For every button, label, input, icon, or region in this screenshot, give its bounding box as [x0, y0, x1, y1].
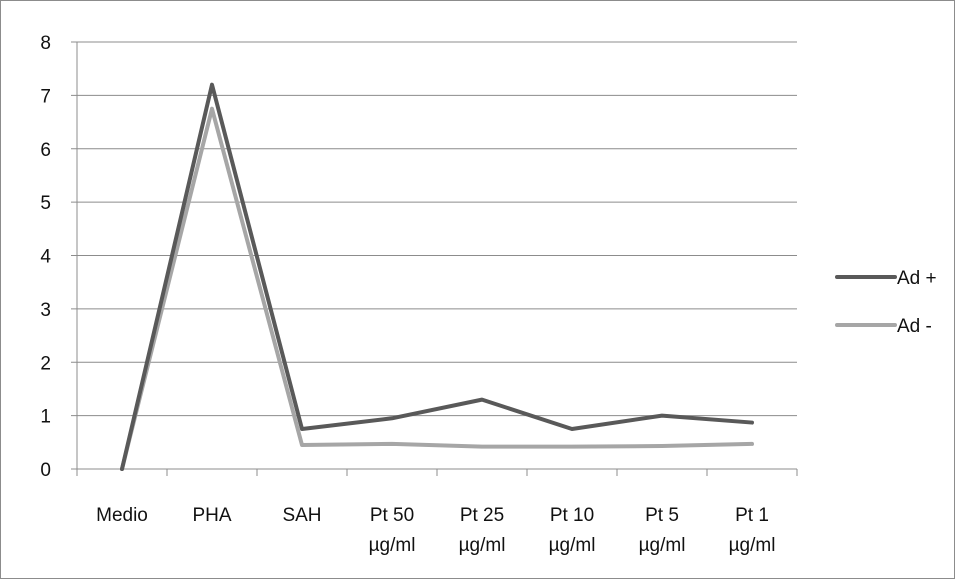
y-tick-label: 6	[40, 140, 51, 161]
legend-label: Ad +	[897, 268, 937, 289]
series-lines	[120, 82, 754, 471]
y-tick-label: 5	[40, 193, 51, 214]
x-tick-label: PHA	[192, 505, 231, 526]
x-tick-label: Pt 1 µg/ml	[729, 505, 776, 556]
y-axis-ticks: 0 1 2 3 4 5 6 7 8	[40, 33, 51, 481]
legend: Ad + Ad -	[835, 268, 937, 337]
x-tick-label: Pt 25 µg/ml	[459, 505, 506, 556]
gridlines	[77, 41, 797, 417]
y-tick-label: 2	[40, 353, 51, 374]
x-tick-label: Medio	[96, 505, 148, 526]
y-tick-label: 1	[40, 407, 51, 428]
x-tick-label: Pt 50 µg/ml	[369, 505, 416, 556]
x-tick-label: Pt 5 µg/ml	[639, 505, 686, 556]
series-line-ad-minus	[120, 106, 754, 471]
y-tick-label: 3	[40, 300, 51, 321]
x-tick-label: SAH	[282, 505, 321, 526]
x-axis-ticks: Medio PHA SAH Pt 50 µg/ml Pt 25 µg/ml Pt 10 µg/m…	[96, 505, 775, 556]
y-tick-label: 7	[40, 86, 51, 107]
series-line-ad-plus	[120, 82, 754, 471]
legend-label: Ad -	[897, 316, 932, 337]
y-tick-label: 4	[40, 247, 51, 268]
y-tick-label: 8	[40, 33, 51, 54]
axes	[71, 41, 798, 476]
y-tick-label: 0	[40, 460, 51, 481]
x-tick-label: Pt 10 µg/ml	[549, 505, 596, 556]
